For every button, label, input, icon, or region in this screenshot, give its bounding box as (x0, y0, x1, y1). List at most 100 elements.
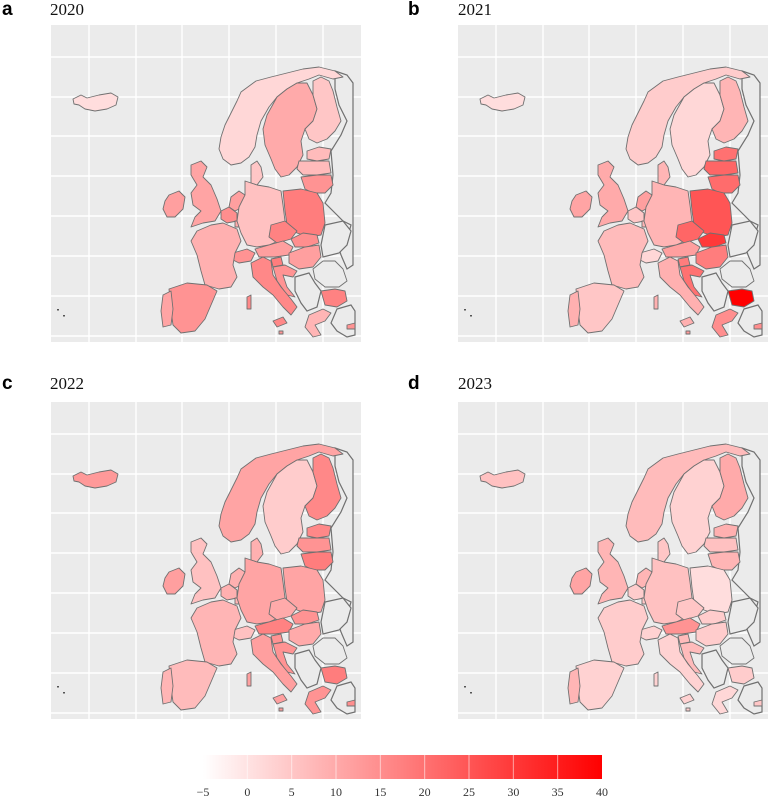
country-lt (300, 174, 334, 194)
country-hu (288, 244, 322, 270)
map-panel-2022 (51, 402, 361, 719)
colorbar-tick-label: 30 (507, 785, 520, 799)
colorbar-tick-label: 40 (596, 785, 608, 799)
country-lt (300, 551, 334, 571)
country-pl (282, 188, 326, 238)
map-svg (51, 25, 361, 342)
colorbar-gradient (203, 755, 602, 779)
country-hu (288, 621, 322, 647)
country-fr (190, 599, 242, 667)
non-eu-region (701, 649, 729, 689)
country-is (479, 92, 526, 112)
country-fi (304, 76, 342, 144)
map-svg (51, 402, 361, 719)
non-eu-region (727, 220, 759, 258)
country-at (661, 617, 701, 635)
country-sk (697, 609, 727, 625)
country-ro (312, 260, 348, 288)
country-fi (711, 453, 749, 521)
panel-label-c: c (2, 373, 13, 394)
non-eu-region (701, 272, 729, 312)
country-ie (569, 567, 593, 595)
country-mt (278, 707, 284, 712)
country-se (262, 82, 318, 178)
island-marker (63, 315, 65, 317)
country-at (254, 240, 294, 258)
non-eu-region (320, 597, 352, 635)
country-bg (320, 665, 348, 685)
country-it (246, 256, 298, 328)
country-es (168, 659, 218, 711)
map-panel-2020 (51, 25, 361, 342)
colorbar-tick-label: 10 (330, 785, 342, 799)
panel-label-b: b (408, 0, 420, 20)
colorbar-legend (203, 755, 602, 779)
country-hu (695, 621, 729, 647)
country-at (254, 617, 294, 635)
country-ee (713, 523, 739, 539)
country-ie (162, 567, 186, 595)
country-lv (296, 160, 332, 176)
non-eu-region (731, 70, 761, 270)
country-no (218, 443, 344, 543)
country-cy (346, 322, 356, 330)
country-pt (567, 667, 581, 705)
panel-title-2021: 2021 (458, 0, 492, 19)
country-se (669, 459, 725, 555)
country-fr (597, 222, 649, 290)
colorbar-tick-label: −5 (196, 785, 210, 799)
country-no (625, 66, 751, 166)
country-it (246, 633, 298, 705)
country-ie (569, 190, 593, 218)
country-ro (719, 637, 755, 665)
island-marker (57, 686, 59, 688)
panel-title-2022: 2022 (50, 374, 84, 393)
country-es (168, 282, 218, 334)
country-ee (306, 523, 332, 539)
country-gr (711, 685, 739, 715)
country-gr (304, 685, 332, 715)
non-eu-region (320, 220, 352, 258)
country-pt (567, 290, 581, 328)
country-fr (597, 599, 649, 667)
island-marker (57, 309, 59, 311)
map-svg (458, 402, 768, 719)
country-bg (727, 288, 755, 308)
country-cy (753, 322, 763, 330)
country-pl (689, 188, 733, 238)
country-ie (162, 190, 186, 218)
country-mt (685, 330, 691, 335)
country-mt (278, 330, 284, 335)
country-es (575, 659, 625, 711)
country-lv (296, 537, 332, 553)
country-is (479, 469, 526, 489)
country-at (661, 240, 701, 258)
non-eu-region (294, 649, 322, 689)
country-lt (707, 174, 741, 194)
island-marker (470, 315, 472, 317)
country-fi (711, 76, 749, 144)
country-mt (685, 707, 691, 712)
country-ee (306, 146, 332, 162)
country-uk (597, 537, 629, 605)
country-sk (697, 232, 727, 248)
non-eu-region (324, 70, 354, 270)
island-marker (464, 686, 466, 688)
country-cy (753, 699, 763, 707)
panel-title-2020: 2020 (50, 0, 84, 19)
country-uk (190, 537, 222, 605)
panel-label-d: d (408, 373, 420, 394)
country-no (218, 66, 344, 166)
map-svg (458, 25, 768, 342)
country-ro (312, 637, 348, 665)
island-marker (470, 692, 472, 694)
country-ro (719, 260, 755, 288)
country-pl (282, 565, 326, 615)
island-marker (464, 309, 466, 311)
island-marker (63, 692, 65, 694)
country-fr (190, 222, 242, 290)
country-hu (695, 244, 729, 270)
country-lv (703, 160, 739, 176)
colorbar-tick-label: 25 (463, 785, 475, 799)
non-eu-region (294, 272, 322, 312)
